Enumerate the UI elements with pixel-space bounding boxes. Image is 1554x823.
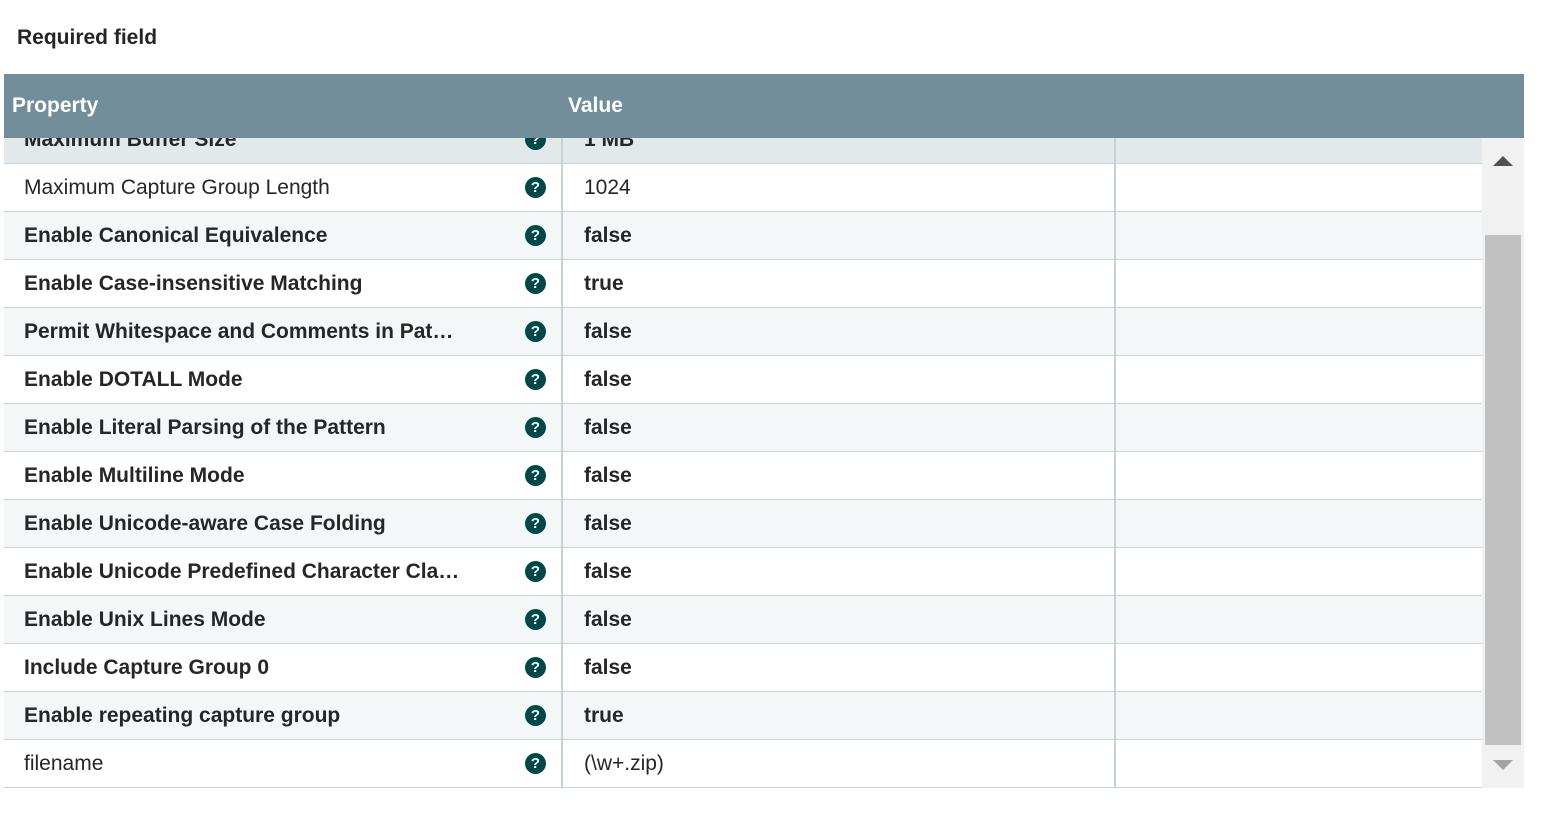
- table-row[interactable]: Enable Unix Lines Mode? false: [4, 596, 1482, 644]
- table-row[interactable]: Enable Case-insensitive Matching? true: [4, 260, 1482, 308]
- actions-cell: [1114, 740, 1484, 787]
- scroll-down[interactable]: [1493, 760, 1513, 770]
- property-name: Permit Whitespace and Comments in Pat…: [24, 320, 454, 343]
- help-icon[interactable]: ?: [525, 273, 546, 294]
- table-row[interactable]: Enable repeating capture group? true: [4, 692, 1482, 740]
- actions-cell: [1114, 212, 1484, 259]
- help-icon[interactable]: ?: [525, 369, 546, 390]
- scroll-arrows: [1493, 156, 1513, 770]
- property-name: filename: [24, 752, 104, 775]
- scroll-thumb[interactable]: [1485, 235, 1521, 745]
- actions-cell: [1114, 500, 1484, 547]
- table-row[interactable]: Enable Canonical Equivalence? false: [4, 212, 1482, 260]
- table-row[interactable]: Enable Unicode-aware Case Folding? false: [4, 500, 1482, 548]
- actions-cell: [1114, 404, 1484, 451]
- actions-cell: [1114, 260, 1484, 307]
- property-value[interactable]: false: [561, 356, 1115, 403]
- property-value[interactable]: false: [561, 548, 1115, 595]
- help-icon[interactable]: ?: [525, 321, 546, 342]
- help-icon[interactable]: ?: [525, 657, 546, 678]
- table-row[interactable]: Enable Unicode Predefined Character Cla……: [4, 548, 1482, 596]
- actions-cell: [1114, 548, 1484, 595]
- actions-cell: [1114, 164, 1484, 211]
- column-header[interactable]: Property: [12, 94, 99, 117]
- table-row[interactable]: Maximum Capture Group Length? 1024: [4, 164, 1482, 212]
- table-row[interactable]: filename? (\w+.zip): [4, 740, 1482, 788]
- table-row[interactable]: Include Capture Group 0? false: [4, 644, 1482, 692]
- table-row[interactable]: Enable DOTALL Mode? false: [4, 356, 1482, 404]
- property-name: Enable Unicode-aware Case Folding: [24, 512, 386, 535]
- help-icon[interactable]: ?: [525, 225, 546, 246]
- actions-cell: [1114, 692, 1484, 739]
- property-name: Enable Unix Lines Mode: [24, 608, 266, 631]
- property-value[interactable]: false: [561, 404, 1115, 451]
- help-icon[interactable]: ?: [525, 417, 546, 438]
- column-header[interactable]: Value: [568, 94, 623, 117]
- table-body: Maximum Buffer Size? 1 MB Maximum Capture …: [4, 74, 1482, 788]
- property-value[interactable]: 1024: [561, 164, 1115, 211]
- property-value[interactable]: false: [561, 308, 1115, 355]
- help-icon[interactable]: ?: [525, 753, 546, 774]
- actions-cell: [1114, 452, 1484, 499]
- scroll-up[interactable]: [1493, 156, 1513, 166]
- help-icon[interactable]: ?: [525, 561, 546, 582]
- actions-cell: [1114, 644, 1484, 691]
- help-icon[interactable]: ?: [525, 177, 546, 198]
- actions-cell: [1114, 596, 1484, 643]
- property-value[interactable]: false: [561, 212, 1115, 259]
- help-icon[interactable]: ?: [525, 465, 546, 486]
- table-row[interactable]: Enable Multiline Mode? false: [4, 452, 1482, 500]
- required-legend: Required field: [17, 26, 158, 49]
- property-name: Enable Case-insensitive Matching: [24, 272, 363, 295]
- help-icon[interactable]: ?: [525, 513, 546, 534]
- actions-cell: [1114, 356, 1484, 403]
- property-value[interactable]: true: [561, 692, 1115, 739]
- property-name: Include Capture Group 0: [24, 656, 270, 679]
- property-value[interactable]: false: [561, 644, 1115, 691]
- table-header: Property Value: [4, 74, 1524, 138]
- property-name: Enable Literal Parsing of the Pattern: [24, 416, 386, 439]
- actions-cell: [1114, 308, 1484, 355]
- property-value[interactable]: false: [561, 452, 1115, 499]
- property-name: Enable Canonical Equivalence: [24, 224, 328, 247]
- scrollbar[interactable]: [1482, 138, 1524, 788]
- property-value[interactable]: (\w+.zip): [561, 740, 1115, 787]
- actions-cell: [1114, 116, 1484, 163]
- property-table: Maximum Buffer Size? 1 MB Maximum Capture …: [4, 74, 1524, 788]
- property-name: Maximum Capture Group Length: [24, 176, 330, 199]
- table-row[interactable]: Enable Literal Parsing of the Pattern? fa…: [4, 404, 1482, 452]
- property-name: Enable Multiline Mode: [24, 464, 245, 487]
- property-name: Enable Unicode Predefined Character Cla…: [24, 560, 460, 583]
- help-icon[interactable]: ?: [525, 609, 546, 630]
- property-value[interactable]: true: [561, 260, 1115, 307]
- property-name: Enable DOTALL Mode: [24, 368, 243, 391]
- property-name: Enable repeating capture group: [24, 704, 341, 727]
- property-value[interactable]: false: [561, 596, 1115, 643]
- help-icon[interactable]: ?: [525, 705, 546, 726]
- table-row[interactable]: Permit Whitespace and Comments in Pat…? f…: [4, 308, 1482, 356]
- property-value[interactable]: false: [561, 500, 1115, 547]
